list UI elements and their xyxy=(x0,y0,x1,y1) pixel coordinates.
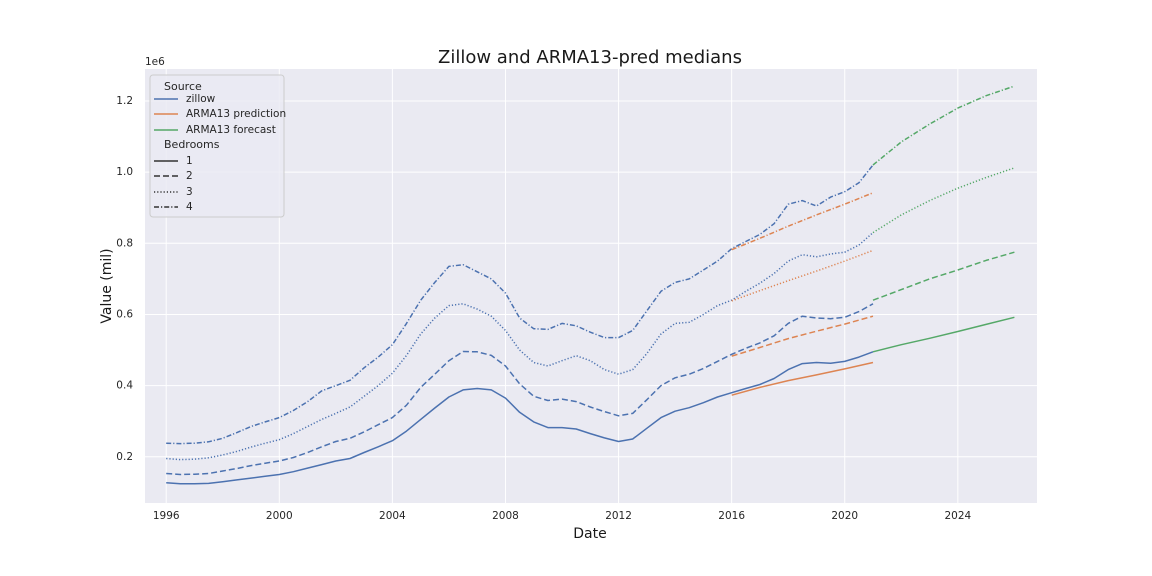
series-line-prediction-3 xyxy=(731,249,874,302)
legend-label-prediction: ARMA13 prediction xyxy=(186,108,286,120)
x-tick-label: 2020 xyxy=(831,510,858,522)
series-line-prediction-4 xyxy=(731,192,874,251)
x-tick-label: 2024 xyxy=(944,510,971,522)
legend-label-bedrooms-4: 4 xyxy=(186,201,193,213)
series-line-zillow-4 xyxy=(166,164,874,445)
y-axis-ticks: 0.2 0.4 0.6 0.8 1.0 1.2 xyxy=(116,95,133,463)
legend-label-forecast: ARMA13 forecast xyxy=(186,124,276,136)
series-line-forecast-4 xyxy=(872,85,1015,166)
legend-label-bedrooms-1: 1 xyxy=(186,155,193,167)
series-line-forecast-1 xyxy=(872,316,1015,353)
x-tick-label: 2008 xyxy=(492,510,519,522)
legend: Source zillow ARMA13 prediction ARMA13 f… xyxy=(149,74,286,218)
x-tick-label: 1996 xyxy=(153,510,180,522)
legend-label-bedrooms-3: 3 xyxy=(186,186,193,198)
series-line-zillow-1 xyxy=(166,351,874,485)
series-line-prediction-2 xyxy=(731,315,874,357)
plot-area xyxy=(145,69,1037,503)
x-tick-label: 2016 xyxy=(718,510,745,522)
y-tick-label: 1.0 xyxy=(116,166,133,178)
y-tick-label: 1.2 xyxy=(116,95,133,107)
series-line-prediction-1 xyxy=(731,361,874,396)
x-tick-label: 2012 xyxy=(605,510,632,522)
y-scale-label: 1e6 xyxy=(145,56,165,68)
chart-title: Zillow and ARMA13-pred medians xyxy=(438,47,742,68)
series-line-forecast-2 xyxy=(872,251,1015,301)
x-axis-ticks: 1996 2000 2004 2008 2012 2016 2020 2024 xyxy=(153,510,972,522)
series-line-zillow-2 xyxy=(166,303,874,476)
legend-source-title: Source xyxy=(164,80,202,93)
legend-label-bedrooms-2: 2 xyxy=(186,170,193,182)
x-tick-label: 2000 xyxy=(266,510,293,522)
x-axis-label: Date xyxy=(573,526,606,542)
legend-frame xyxy=(149,74,285,218)
y-tick-label: 0.6 xyxy=(116,308,133,320)
series-lines xyxy=(166,85,1015,485)
legend-bedrooms-title: Bedrooms xyxy=(164,138,220,151)
x-tick-label: 2004 xyxy=(379,510,406,522)
legend-label-zillow: zillow xyxy=(186,93,216,105)
y-tick-label: 0.4 xyxy=(116,380,133,392)
y-axis-label: Value (mil) xyxy=(99,248,115,323)
y-tick-label: 0.2 xyxy=(116,451,133,463)
y-tick-label: 0.8 xyxy=(116,237,133,249)
series-line-forecast-3 xyxy=(872,167,1015,234)
